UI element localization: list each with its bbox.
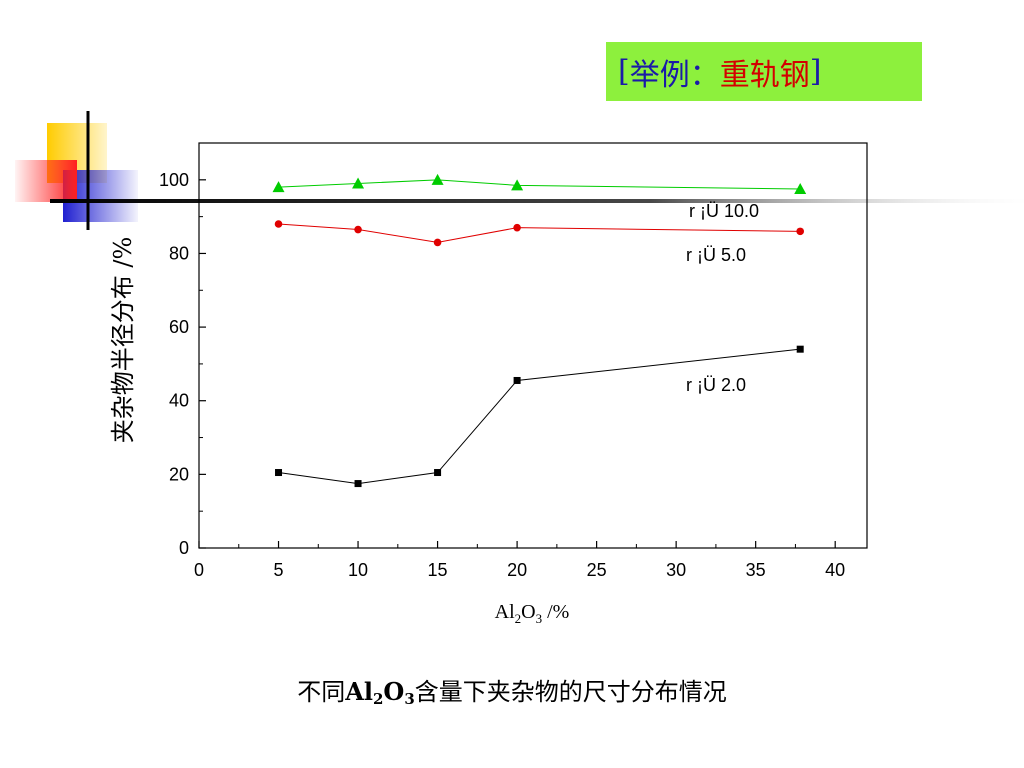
x-tick-label: 40 xyxy=(825,560,845,580)
title-open-bracket: [ xyxy=(618,54,630,89)
x-axis-title-sub1: 2 xyxy=(515,611,522,626)
x-tick-label: 35 xyxy=(746,560,766,580)
data-point-circle xyxy=(354,225,362,234)
x-axis-title: Al2O3 /% xyxy=(495,601,570,626)
x-axis-title-al: Al xyxy=(495,601,515,623)
caption-formula-al: Al xyxy=(345,677,373,706)
data-point-circle xyxy=(796,227,804,236)
data-point-square xyxy=(796,345,804,353)
data-point-circle xyxy=(274,220,283,228)
title-close-bracket: ] xyxy=(809,54,822,89)
x-tick-label: 30 xyxy=(666,560,686,580)
data-point-square xyxy=(434,469,442,477)
x-tick-label: 5 xyxy=(274,560,284,580)
x-tick-label: 10 xyxy=(348,560,368,580)
caption-part1: 不同 xyxy=(297,678,346,706)
data-point-square xyxy=(513,376,521,384)
y-tick-label: 0 xyxy=(179,538,189,558)
ornament-horizontal-line xyxy=(50,199,1024,203)
x-tick-label: 15 xyxy=(428,560,448,580)
data-point-square xyxy=(354,480,362,488)
title-prefix: 举例： xyxy=(629,57,720,93)
x-axis-title-o: O xyxy=(521,601,535,623)
title-box: [举例： 重轨钢] xyxy=(606,42,922,101)
series-1: r ¡Ü 5.0 xyxy=(274,220,804,265)
caption-formula-o: O xyxy=(383,677,405,706)
data-point-triangle xyxy=(431,173,444,185)
data-point-square xyxy=(275,469,283,477)
slide-ornament xyxy=(15,111,1024,230)
y-axis-title: 夹杂物半径分布 /% xyxy=(109,237,137,444)
data-point-triangle xyxy=(352,177,365,189)
y-tick-label: 20 xyxy=(169,464,189,484)
caption-part2: 含量下夹杂物的尺寸分布情况 xyxy=(414,678,727,706)
x-tick-label: 25 xyxy=(587,560,607,580)
x-tick-label: 0 xyxy=(194,560,204,580)
series-0: r ¡Ü 10.0 xyxy=(272,173,807,221)
plot-frame xyxy=(198,142,868,549)
data-point-triangle xyxy=(511,179,524,191)
series-label: r ¡Ü 5.0 xyxy=(686,245,746,265)
series-label: r ¡Ü 2.0 xyxy=(686,375,746,395)
title-subject: 重轨钢 xyxy=(719,57,810,93)
y-tick-label: 40 xyxy=(169,391,189,411)
data-point-circle xyxy=(513,223,521,232)
axes: 0 5 10 15 20 25 30 35 40 0 20 40 60 80 100 xyxy=(159,142,845,580)
series-line xyxy=(278,348,801,485)
y-tick-label: 60 xyxy=(169,317,189,337)
ornament-red-square xyxy=(15,160,77,202)
x-tick-label: 20 xyxy=(507,560,527,580)
figure-caption: 不同Al2O3含量下夹杂物的尺寸分布情况 xyxy=(0,672,1024,708)
y-tick-label: 80 xyxy=(169,243,189,263)
x-axis-title-unit: /% xyxy=(542,601,569,623)
caption-formula-sub1: 2 xyxy=(372,690,384,708)
data-point-triangle xyxy=(272,181,285,193)
data-point-circle xyxy=(433,238,442,247)
series-label: r ¡Ü 10.0 xyxy=(689,201,759,221)
y-tick-label: 100 xyxy=(159,170,189,190)
caption-formula: Al2O3 xyxy=(345,677,415,708)
caption-formula-sub2: 3 xyxy=(404,690,415,708)
data-point-triangle xyxy=(794,183,807,195)
series-group: r ¡Ü 10.0 r ¡Ü 5.0 r ¡Ü 2.0 xyxy=(272,173,807,488)
series-2: r ¡Ü 2.0 xyxy=(275,345,804,488)
x-axis-title-sub2: 3 xyxy=(536,611,543,626)
